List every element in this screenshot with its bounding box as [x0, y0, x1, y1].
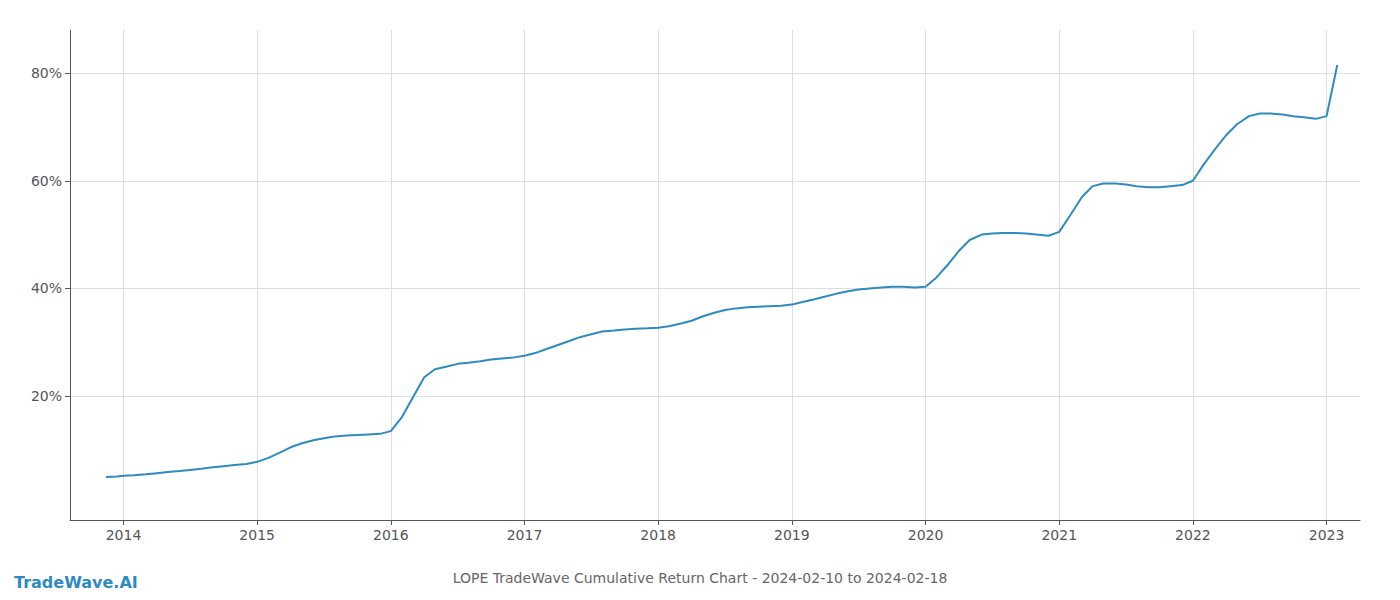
svg-text:2022: 2022 [1175, 527, 1211, 543]
svg-text:2021: 2021 [1041, 527, 1077, 543]
svg-text:2019: 2019 [774, 527, 810, 543]
svg-text:20%: 20% [31, 388, 62, 404]
svg-text:2014: 2014 [106, 527, 142, 543]
svg-text:LOPE TradeWave Cumulative Retu: LOPE TradeWave Cumulative Return Chart -… [453, 570, 948, 586]
svg-text:2017: 2017 [507, 527, 543, 543]
svg-text:2018: 2018 [640, 527, 676, 543]
svg-text:2016: 2016 [373, 527, 409, 543]
svg-text:TradeWave.AI: TradeWave.AI [14, 573, 138, 592]
svg-text:60%: 60% [31, 173, 62, 189]
svg-text:2023: 2023 [1309, 527, 1345, 543]
svg-text:2020: 2020 [908, 527, 944, 543]
svg-text:2015: 2015 [239, 527, 275, 543]
svg-text:40%: 40% [31, 280, 62, 296]
svg-text:80%: 80% [31, 65, 62, 81]
